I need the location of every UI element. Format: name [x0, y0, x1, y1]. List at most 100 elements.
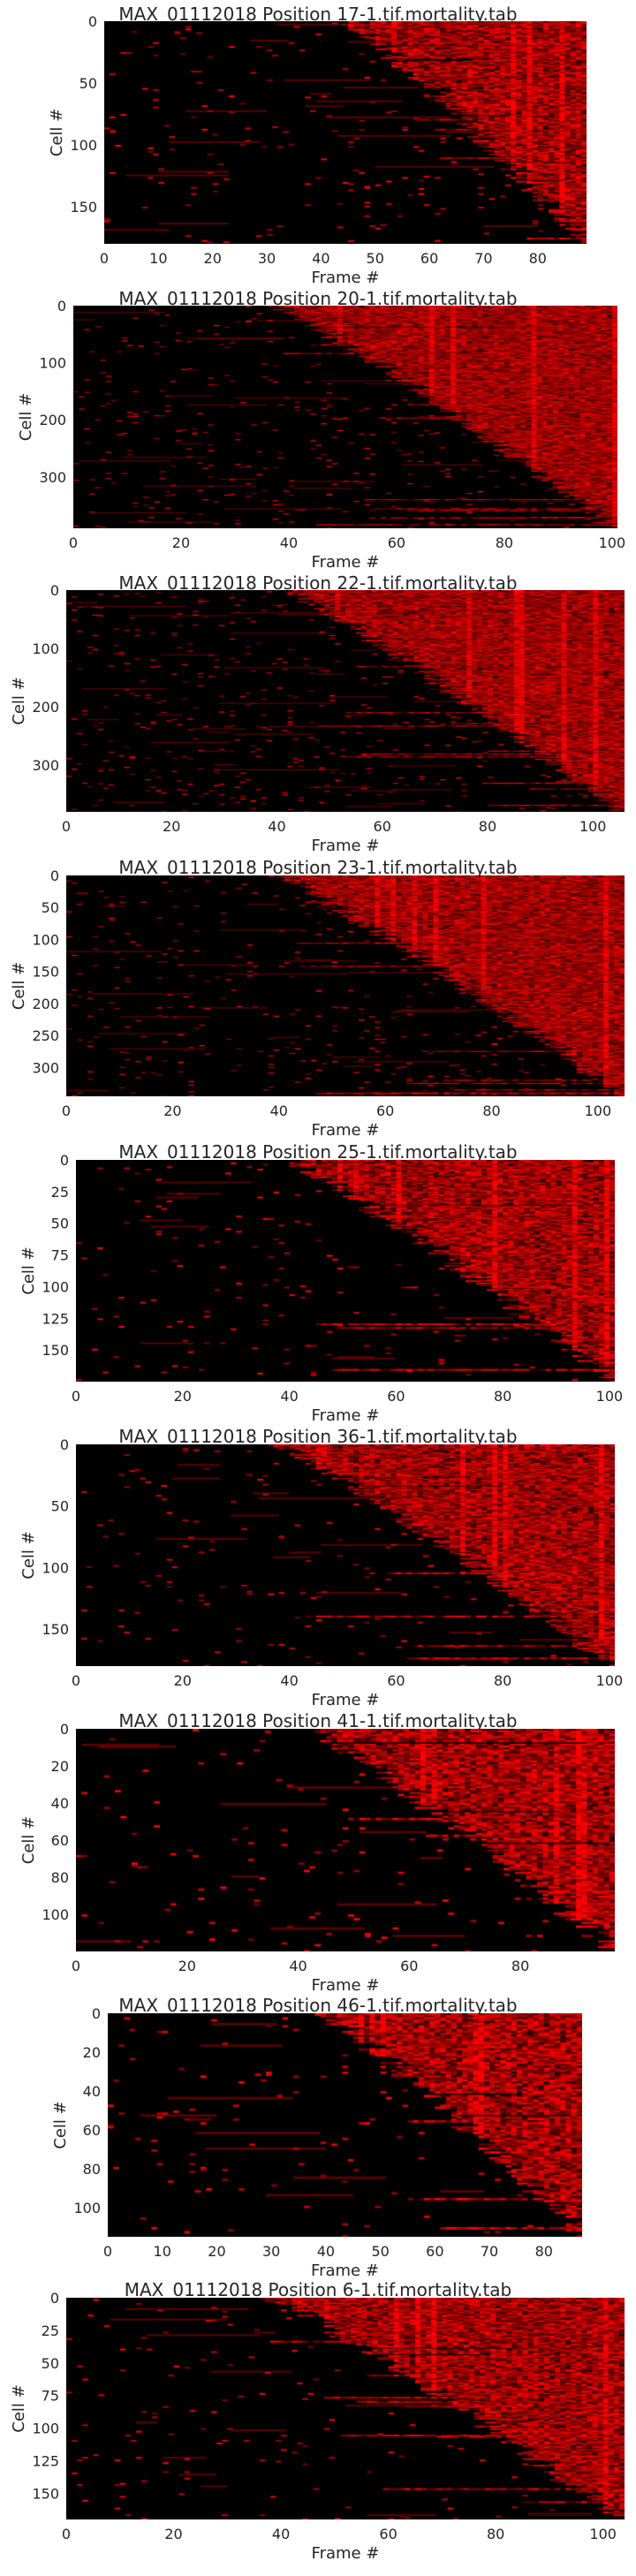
- chart-title: MAX_01112018 Position 23-1.tif.mortality…: [118, 857, 518, 878]
- x-tick-label: 20: [163, 1102, 181, 1119]
- x-tick-label: 100: [585, 1102, 612, 1119]
- x-tick-label: 80: [479, 818, 496, 835]
- y-tick-label: 100: [70, 137, 97, 154]
- y-tick-label: 300: [32, 757, 59, 774]
- x-tick-label: 60: [400, 1958, 418, 1974]
- y-axis-label: Cell #: [10, 962, 28, 1010]
- x-axis-label: Frame #: [312, 553, 380, 572]
- x-tick-label: 0: [62, 818, 71, 835]
- x-tick-label: 40: [268, 818, 285, 835]
- y-tick-label: 100: [42, 1559, 69, 1576]
- x-tick-label: 80: [496, 534, 513, 551]
- x-tick-label: 20: [204, 250, 222, 267]
- x-tick-label: 0: [69, 534, 78, 551]
- x-tick-label: 60: [426, 2243, 443, 2260]
- chart-title: MAX_01112018 Position 6-1.tif.mortality.…: [124, 2279, 512, 2300]
- x-tick-label: 0: [72, 1388, 80, 1405]
- y-tick-label: 100: [32, 931, 59, 948]
- x-tick-label: 30: [258, 250, 276, 267]
- y-tick-label: 75: [42, 2388, 59, 2405]
- x-tick-label: 60: [376, 1102, 394, 1119]
- x-tick-label: 100: [596, 1388, 624, 1405]
- x-tick-label: 10: [154, 2243, 171, 2260]
- y-tick-label: 40: [83, 2083, 101, 2100]
- y-axis-label: Cell #: [10, 677, 28, 724]
- heatmap-image: [66, 875, 625, 1096]
- x-tick-label: 80: [494, 1672, 511, 1689]
- x-tick-label: 40: [280, 1672, 298, 1689]
- y-tick-label: 200: [39, 412, 66, 428]
- x-tick-label: 0: [62, 2526, 71, 2542]
- y-tick-label: 150: [32, 964, 59, 981]
- x-tick-label: 60: [374, 818, 391, 835]
- y-tick-label: 20: [51, 1758, 69, 1775]
- y-tick-label: 0: [60, 1152, 69, 1169]
- y-axis-label: Cell #: [19, 1531, 38, 1579]
- y-tick-label: 80: [83, 2161, 101, 2178]
- x-axis-label: Frame #: [312, 1976, 380, 1995]
- y-tick-label: 100: [32, 2421, 59, 2437]
- y-tick-label: 150: [42, 1621, 69, 1638]
- heatmap-image: [76, 1444, 615, 1666]
- x-axis-label: Frame #: [312, 1406, 380, 1425]
- x-tick-label: 40: [272, 2526, 290, 2542]
- y-tick-label: 25: [42, 2322, 59, 2339]
- chart-title: MAX_01112018 Position 41-1.tif.mortality…: [118, 1710, 518, 1731]
- x-tick-label: 40: [270, 1102, 288, 1119]
- x-tick-label: 40: [289, 1958, 307, 1974]
- y-tick-label: 0: [88, 13, 97, 30]
- x-tick-label: 60: [379, 2526, 397, 2542]
- y-tick-label: 200: [32, 699, 59, 716]
- y-tick-label: 0: [60, 1436, 69, 1453]
- heatmap-image: [104, 21, 587, 244]
- x-tick-label: 20: [174, 1388, 192, 1405]
- x-tick-label: 0: [103, 2243, 112, 2260]
- y-axis-label: Cell #: [51, 2101, 70, 2148]
- chart-title: MAX_01112018 Position 36-1.tif.mortality…: [118, 1426, 518, 1447]
- y-tick-label: 50: [51, 1498, 69, 1515]
- x-tick-label: 40: [317, 2243, 335, 2260]
- x-tick-label: 80: [482, 1102, 500, 1119]
- y-tick-label: 0: [50, 2290, 59, 2307]
- x-tick-label: 0: [72, 1672, 80, 1689]
- y-axis-label: Cell #: [48, 109, 66, 156]
- x-tick-label: 60: [420, 250, 438, 267]
- y-tick-label: 0: [92, 2005, 101, 2022]
- x-tick-label: 70: [481, 2243, 498, 2260]
- y-tick-label: 75: [51, 1247, 69, 1264]
- x-tick-label: 50: [367, 250, 384, 267]
- y-tick-label: 0: [60, 1721, 69, 1738]
- x-axis-label: Frame #: [311, 2262, 379, 2280]
- x-tick-label: 70: [474, 250, 492, 267]
- x-tick-label: 20: [208, 2243, 225, 2260]
- y-tick-label: 200: [32, 996, 59, 1012]
- x-tick-label: 20: [164, 2526, 182, 2542]
- x-tick-label: 80: [487, 2526, 504, 2542]
- y-tick-label: 150: [42, 1342, 69, 1359]
- x-tick-label: 0: [72, 1958, 80, 1974]
- x-tick-label: 60: [387, 1672, 405, 1689]
- heatmap-image: [76, 1160, 615, 1382]
- x-tick-label: 40: [280, 1388, 298, 1405]
- y-tick-label: 50: [80, 75, 97, 92]
- x-tick-label: 50: [371, 2243, 389, 2260]
- y-tick-label: 100: [42, 1278, 69, 1295]
- y-axis-label: Cell #: [10, 2384, 28, 2432]
- y-tick-label: 150: [70, 199, 97, 216]
- x-tick-label: 100: [599, 534, 626, 551]
- y-tick-label: 0: [50, 868, 59, 884]
- y-tick-label: 50: [42, 899, 59, 916]
- x-tick-label: 30: [262, 2243, 280, 2260]
- y-tick-label: 100: [73, 2200, 101, 2216]
- x-tick-label: 80: [511, 1958, 529, 1974]
- y-tick-label: 150: [32, 2485, 59, 2502]
- y-tick-label: 50: [42, 2355, 59, 2372]
- x-tick-label: 80: [529, 250, 547, 267]
- x-tick-label: 100: [589, 2526, 617, 2542]
